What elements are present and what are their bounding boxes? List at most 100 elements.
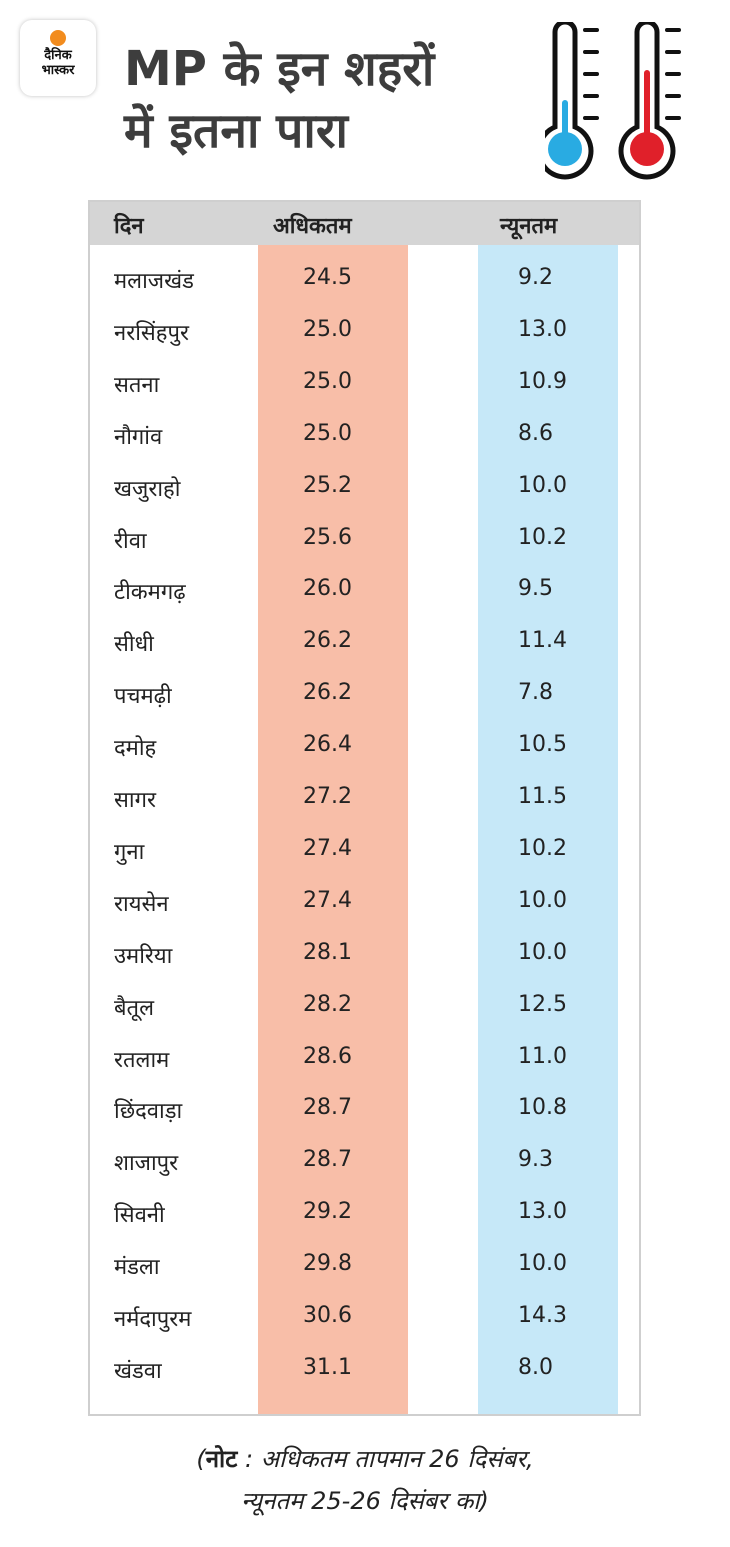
min-temp-cell: 10.8 (518, 1095, 567, 1121)
min-temp-cell: 8.0 (518, 1354, 553, 1380)
table-row: रीवा 25.6 10.2 (90, 512, 639, 564)
table-row: रायसेन 27.4 10.0 (90, 875, 639, 927)
max-temp-cell: 26.4 (303, 732, 352, 758)
note-line2: न्यूनतम 25-26 दिसंबर का) (241, 1487, 489, 1515)
table-row: रतलाम 28.6 11.0 (90, 1031, 639, 1083)
table-row: छिंदवाड़ा 28.7 10.8 (90, 1082, 639, 1134)
max-temp-cell: 27.4 (303, 887, 352, 913)
table-row: मलाजखंड 24.5 9.2 (90, 252, 639, 304)
table-row: उमरिया 28.1 10.0 (90, 927, 639, 979)
min-temp-cell: 9.3 (518, 1147, 553, 1173)
table-row: खजुराहो 25.2 10.0 (90, 460, 639, 512)
table-row: शाजापुर 28.7 9.3 (90, 1134, 639, 1186)
min-temp-cell: 10.2 (518, 524, 567, 550)
city-cell: खंडवा (114, 1358, 162, 1384)
max-temp-cell: 26.2 (303, 628, 352, 654)
header-city: दिन (114, 214, 144, 239)
min-temp-cell: 10.0 (518, 472, 567, 498)
table-row: नौगांव 25.0 8.6 (90, 408, 639, 460)
max-temp-cell: 25.2 (303, 472, 352, 498)
logo-line2: भास्कर (41, 63, 75, 78)
min-temp-cell: 9.2 (518, 265, 553, 290)
max-temp-cell: 28.6 (303, 1043, 352, 1069)
min-temp-cell: 13.0 (518, 316, 567, 342)
city-cell: सागर (114, 788, 156, 813)
table-header: दिन अधिकतम न्यूनतम (90, 202, 639, 245)
max-temp-cell: 25.0 (303, 368, 352, 394)
table-row: सीधी 26.2 11.4 (90, 615, 639, 667)
table-row: सतना 25.0 10.9 (90, 356, 639, 408)
logo-line1: दैनिक (44, 48, 72, 63)
table-row: टीकमगढ़ 26.0 9.5 (90, 563, 639, 615)
table-row: दमोह 26.4 10.5 (90, 719, 639, 771)
city-cell: रीवा (114, 528, 147, 554)
title-line1: MP के इन शहरों (124, 41, 435, 97)
max-temp-cell: 27.2 (303, 784, 352, 809)
max-temp-cell: 28.7 (303, 1147, 352, 1173)
logo-dot (50, 30, 66, 46)
city-cell: बैतूल (114, 995, 155, 1021)
thermometer-cold-icon (545, 22, 599, 180)
page-title: MP के इन शहरों में इतना पारा (124, 38, 434, 162)
footnote: (नोट : अधिकतम तापमान 26 दिसंबर, न्यूनतम … (0, 1438, 730, 1522)
min-temp-cell: 10.9 (518, 368, 567, 394)
city-cell: गुना (114, 839, 145, 865)
max-temp-cell: 26.2 (303, 680, 352, 706)
temperature-table: दिन अधिकतम न्यूनतम मलाजखंड 24.5 9.2 नरसिंहप… (88, 200, 641, 1416)
max-column-band (258, 202, 408, 1414)
min-temp-cell: 9.5 (518, 576, 553, 602)
city-cell: मलाजखंड (114, 269, 194, 294)
thermometer-icons (545, 22, 681, 180)
min-temp-cell: 11.4 (518, 628, 567, 654)
city-cell: सिवनी (114, 1203, 165, 1229)
city-cell: रायसेन (114, 891, 169, 917)
min-temp-cell: 7.8 (518, 680, 553, 706)
dainik-bhaskar-logo: दैनिक भास्कर (20, 20, 96, 96)
table-row: नरसिंहपुर 25.0 13.0 (90, 304, 639, 356)
table-row: खंडवा 31.1 8.0 (90, 1342, 639, 1394)
city-cell: टीकमगढ़ (114, 580, 186, 606)
table-row: सागर 27.2 11.5 (90, 771, 639, 823)
city-cell: सीधी (114, 632, 154, 658)
city-cell: दमोह (114, 736, 157, 762)
min-temp-cell: 10.0 (518, 887, 567, 913)
min-temp-cell: 10.0 (518, 1251, 567, 1277)
thermometer-hot-icon (618, 22, 681, 180)
city-cell: उमरिया (114, 943, 173, 969)
title-line2: में इतना पारा (124, 103, 348, 159)
max-temp-cell: 27.4 (303, 835, 352, 861)
note-label: नोट (205, 1445, 238, 1473)
max-temp-cell: 30.6 (303, 1303, 352, 1328)
city-cell: मंडला (114, 1255, 160, 1281)
max-temp-cell: 28.2 (303, 991, 352, 1017)
max-temp-cell: 25.0 (303, 316, 352, 342)
city-cell: सतना (114, 372, 160, 398)
max-temp-cell: 26.0 (303, 576, 352, 602)
city-cell: पचमढ़ी (114, 684, 172, 710)
max-temp-cell: 28.1 (303, 939, 352, 965)
min-temp-cell: 10.0 (518, 939, 567, 965)
max-temp-cell: 25.6 (303, 524, 352, 550)
min-temp-cell: 14.3 (518, 1303, 567, 1328)
city-cell: नरसिंहपुर (114, 320, 189, 346)
min-temp-cell: 11.5 (518, 784, 567, 809)
table-row: पचमढ़ी 26.2 7.8 (90, 667, 639, 719)
city-cell: छिंदवाड़ा (114, 1099, 183, 1125)
table-row: नर्मदापुरम 30.6 14.3 (90, 1290, 639, 1342)
city-cell: शाजापुर (114, 1151, 179, 1177)
header-min: न्यूनतम (500, 214, 558, 239)
note-line1: : अधिकतम तापमान 26 दिसंबर, (237, 1445, 534, 1473)
min-temp-cell: 13.0 (518, 1199, 567, 1225)
city-cell: नर्मदापुरम (114, 1307, 192, 1332)
table-row: बैतूल 28.2 12.5 (90, 979, 639, 1031)
min-temp-cell: 11.0 (518, 1043, 567, 1069)
table-row: सिवनी 29.2 13.0 (90, 1186, 639, 1238)
city-cell: खजुराहो (114, 476, 181, 502)
city-cell: नौगांव (114, 424, 163, 450)
city-cell: रतलाम (114, 1047, 170, 1073)
min-column-band (478, 202, 618, 1414)
max-temp-cell: 25.0 (303, 420, 352, 446)
max-temp-cell: 31.1 (303, 1354, 352, 1380)
max-temp-cell: 29.8 (303, 1251, 352, 1277)
table-row: मंडला 29.8 10.0 (90, 1238, 639, 1290)
